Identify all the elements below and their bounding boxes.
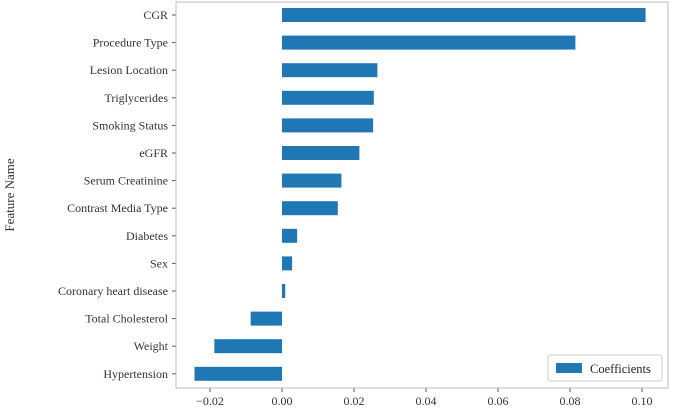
bars-group bbox=[194, 8, 646, 381]
x-tick-label: 0.04 bbox=[416, 394, 437, 408]
category-label: Total Cholesterol bbox=[85, 312, 168, 326]
category-label: Triglycerides bbox=[104, 91, 168, 105]
bar-2 bbox=[282, 63, 378, 78]
legend-label: Coefficients bbox=[590, 362, 651, 376]
x-tick-label: 0.06 bbox=[488, 394, 509, 408]
category-label: Diabetes bbox=[126, 229, 168, 243]
y-axis-title: Feature Name bbox=[2, 158, 17, 232]
bar-8 bbox=[282, 228, 298, 243]
category-label: Procedure Type bbox=[93, 36, 168, 50]
bar-9 bbox=[282, 256, 293, 271]
category-label: Smoking Status bbox=[92, 118, 168, 132]
category-label: Sex bbox=[150, 256, 168, 270]
category-label: Lesion Location bbox=[90, 63, 168, 77]
x-ticks-group: −0.02 0.00 0.02 0.04 0.06 0.08 0.10 bbox=[196, 388, 653, 408]
bar-0 bbox=[282, 8, 646, 22]
x-tick-label: 0.10 bbox=[632, 394, 653, 408]
category-label: CGR bbox=[143, 8, 168, 22]
bar-6 bbox=[282, 173, 342, 188]
bar-11 bbox=[250, 311, 282, 326]
category-label: Contrast Media Type bbox=[67, 201, 168, 215]
category-label: Serum Creatinine bbox=[84, 174, 168, 188]
bar-4 bbox=[282, 118, 374, 133]
bar-10 bbox=[282, 284, 286, 298]
plot-frame bbox=[175, 1, 669, 389]
legend: Coefficients bbox=[547, 354, 663, 382]
bar-1 bbox=[282, 35, 576, 50]
category-label: eGFR bbox=[139, 146, 168, 160]
legend-box bbox=[547, 354, 663, 382]
bar-13 bbox=[194, 366, 282, 381]
bar-5 bbox=[282, 146, 360, 160]
category-label: Hypertension bbox=[103, 367, 168, 381]
legend-swatch bbox=[556, 363, 582, 373]
x-tick-label: 0.00 bbox=[272, 394, 293, 408]
category-label: Weight bbox=[134, 339, 169, 353]
category-labels-group: CGR Procedure Type Lesion Location Triglyce… bbox=[58, 8, 176, 381]
bar-3 bbox=[282, 90, 374, 105]
bar-7 bbox=[282, 201, 338, 216]
x-tick-label: 0.02 bbox=[344, 394, 365, 408]
x-tick-label: −0.02 bbox=[196, 394, 224, 408]
bar-12 bbox=[214, 339, 282, 354]
category-label: Coronary heart disease bbox=[58, 284, 168, 298]
x-tick-label: 0.08 bbox=[560, 394, 581, 408]
